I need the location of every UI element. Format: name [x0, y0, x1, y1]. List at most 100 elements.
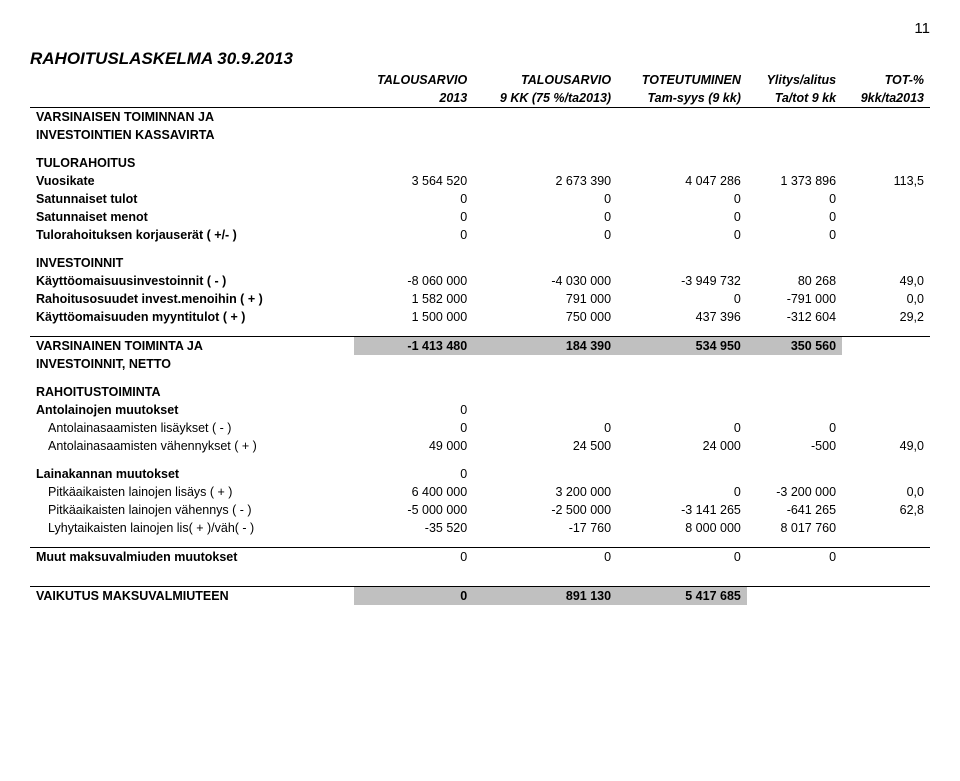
- cell: 0: [354, 190, 473, 208]
- cell: -791 000: [747, 290, 842, 308]
- table-row: Käyttöomaisuuden myyntitulot ( + )1 500 …: [30, 308, 930, 326]
- cell: [617, 401, 747, 419]
- table-row: Vuosikate3 564 5202 673 3904 047 2861 37…: [30, 172, 930, 190]
- table-row: Tulorahoituksen korjauserät ( +/- )0000: [30, 226, 930, 244]
- table-row: Pitkäaikaisten lainojen lisäys ( + )6 40…: [30, 483, 930, 501]
- cell: 534 950: [617, 337, 747, 356]
- table-row: Pitkäaikaisten lainojen vähennys ( - )-5…: [30, 501, 930, 519]
- table-row: Lainakannan muutokset 0: [30, 465, 930, 483]
- cell: 3 564 520: [354, 172, 473, 190]
- cell: 0: [617, 290, 747, 308]
- cell: -2 500 000: [473, 501, 617, 519]
- cell: -3 200 000: [747, 483, 842, 501]
- cell: 1 373 896: [747, 172, 842, 190]
- cell: 0: [617, 190, 747, 208]
- cell: [842, 208, 930, 226]
- cell: -1 413 480: [354, 337, 473, 356]
- cell: [842, 419, 930, 437]
- cell: [842, 587, 930, 606]
- row-label: Tulorahoituksen korjauserät ( +/- ): [30, 226, 354, 244]
- cell: [842, 548, 930, 567]
- cell: 0: [354, 419, 473, 437]
- row-label: Vuosikate: [30, 172, 354, 190]
- cell: 0: [617, 226, 747, 244]
- cell: -8 060 000: [354, 272, 473, 290]
- table-header-row-2: 2013 9 KK (75 %/ta2013) Tam-syys (9 kk) …: [30, 89, 930, 108]
- section-title: INVESTOINNIT: [30, 254, 930, 272]
- cell: 1 582 000: [354, 290, 473, 308]
- cell: 80 268: [747, 272, 842, 290]
- header-cell: 9kk/ta2013: [842, 89, 930, 108]
- row-label: Antolainasaamisten lisäykset ( - ): [30, 419, 354, 437]
- cell: -641 265: [747, 501, 842, 519]
- row-label: Käyttöomaisuusinvestoinnit ( - ): [30, 272, 354, 290]
- header-cell: TOTEUTUMINEN: [617, 71, 747, 89]
- table-header-row-1: TALOUSARVIO TALOUSARVIO TOTEUTUMINEN Yli…: [30, 71, 930, 89]
- cell: 2 673 390: [473, 172, 617, 190]
- section-title-row: VARSINAISEN TOIMINNAN JA: [30, 108, 930, 127]
- cell: 0: [747, 226, 842, 244]
- table-row: Antolainojen muutokset 0: [30, 401, 930, 419]
- cell: -3 141 265: [617, 501, 747, 519]
- finance-table: TALOUSARVIO TALOUSARVIO TOTEUTUMINEN Yli…: [30, 71, 930, 605]
- row-label: VAIKUTUS MAKSUVALMIUTEEN: [30, 587, 354, 606]
- row-label: Lainakannan muutokset: [30, 465, 354, 483]
- row-label: VARSINAINEN TOIMINTA JA: [30, 337, 354, 356]
- cell: [747, 465, 842, 483]
- section-title-row: INVESTOINNIT: [30, 254, 930, 272]
- table-row: Muut maksuvalmiuden muutokset 0 0 0 0: [30, 548, 930, 567]
- table-row: Satunnaiset tulot0000: [30, 190, 930, 208]
- cell: 0: [747, 208, 842, 226]
- cell: 750 000: [473, 308, 617, 326]
- page-number: 11: [30, 20, 930, 37]
- cell: 0: [473, 548, 617, 567]
- row-label: Pitkäaikaisten lainojen lisäys ( + ): [30, 483, 354, 501]
- cell: -35 520: [354, 519, 473, 537]
- cell: 0: [617, 208, 747, 226]
- cell: 29,2: [842, 308, 930, 326]
- cell: 49,0: [842, 272, 930, 290]
- header-cell: 9 KK (75 %/ta2013): [473, 89, 617, 108]
- cell: 8 000 000: [617, 519, 747, 537]
- header-cell: 2013: [354, 89, 473, 108]
- cell: 0: [473, 190, 617, 208]
- cell: 791 000: [473, 290, 617, 308]
- section-title: INVESTOINTIEN KASSAVIRTA: [30, 126, 930, 144]
- header-cell: Ylitys/alitus: [747, 71, 842, 89]
- table-row: Antolainasaamisten vähennykset ( + )49 0…: [30, 437, 930, 455]
- cell: 0: [617, 483, 747, 501]
- cell: -3 949 732: [617, 272, 747, 290]
- cell: 0: [354, 465, 473, 483]
- cell: 24 500: [473, 437, 617, 455]
- cell: [617, 465, 747, 483]
- summary-row-2: INVESTOINNIT, NETTO: [30, 355, 930, 373]
- section-title: VARSINAISEN TOIMINNAN JA: [30, 108, 930, 127]
- cell: 24 000: [617, 437, 747, 455]
- document-title: RAHOITUSLASKELMA 30.9.2013: [30, 49, 930, 69]
- cell: -5 000 000: [354, 501, 473, 519]
- cell: [842, 519, 930, 537]
- table-row: Rahoitusosuudet invest.menoihin ( + )1 5…: [30, 290, 930, 308]
- header-cell: TALOUSARVIO: [473, 71, 617, 89]
- cell: 891 130: [473, 587, 617, 606]
- cell: -312 604: [747, 308, 842, 326]
- cell: [747, 401, 842, 419]
- row-label: Satunnaiset menot: [30, 208, 354, 226]
- table-row: Käyttöomaisuusinvestoinnit ( - )-8 060 0…: [30, 272, 930, 290]
- cell: [473, 401, 617, 419]
- cell: 0: [747, 548, 842, 567]
- section-title-row: TULORAHOITUS: [30, 154, 930, 172]
- header-cell: TALOUSARVIO: [354, 71, 473, 89]
- cell: [842, 190, 930, 208]
- header-cell: [30, 89, 354, 108]
- table-row: Satunnaiset menot0000: [30, 208, 930, 226]
- cell: 49 000: [354, 437, 473, 455]
- cell: 1 500 000: [354, 308, 473, 326]
- cell: [842, 465, 930, 483]
- cell: 0,0: [842, 290, 930, 308]
- row-label: Pitkäaikaisten lainojen vähennys ( - ): [30, 501, 354, 519]
- cell: 184 390: [473, 337, 617, 356]
- cell: 4 047 286: [617, 172, 747, 190]
- cell: 0: [354, 587, 473, 606]
- header-cell: TOT-%: [842, 71, 930, 89]
